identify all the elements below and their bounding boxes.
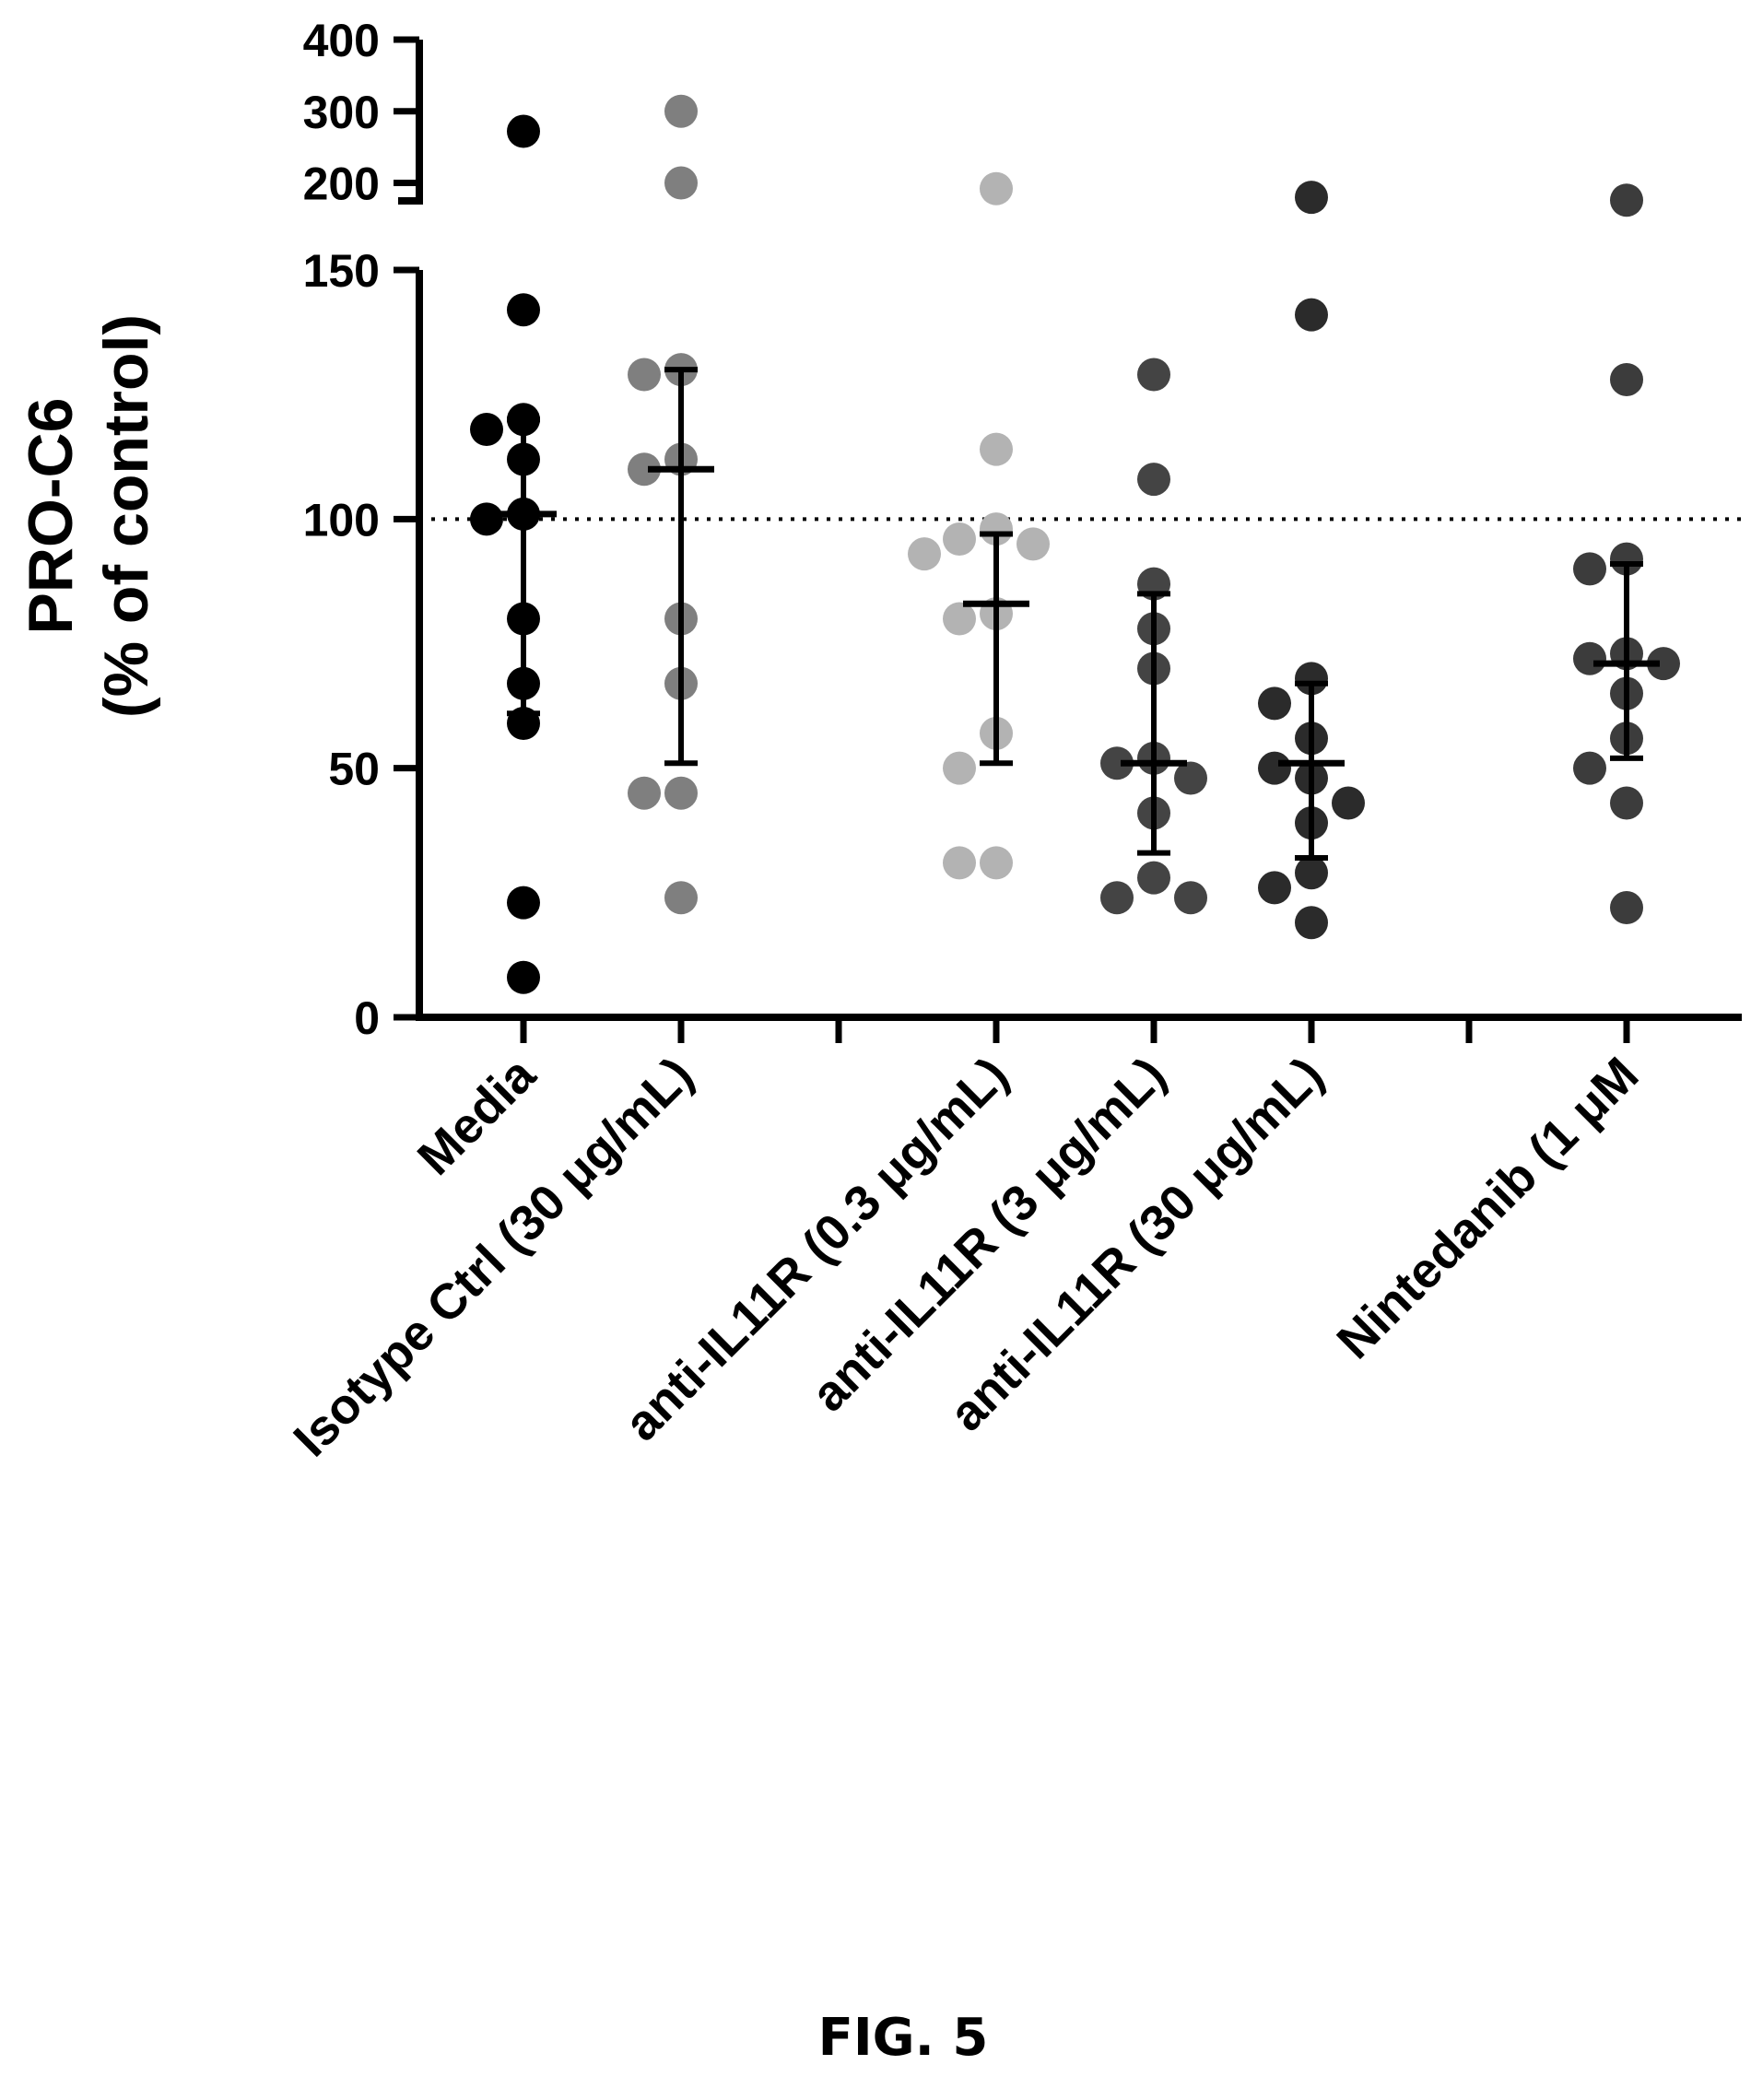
data-marks xyxy=(470,94,1680,994)
data-point xyxy=(980,512,1013,546)
data-point xyxy=(628,358,661,392)
y-tick-label: 100 xyxy=(303,494,380,546)
data-point xyxy=(1137,861,1170,895)
data-point xyxy=(470,413,503,447)
data-point xyxy=(1610,542,1643,576)
data-point xyxy=(1295,181,1328,215)
data-point xyxy=(1017,527,1050,561)
data-point xyxy=(1610,786,1643,820)
data-point xyxy=(470,502,503,536)
data-point xyxy=(1573,641,1606,675)
category-label: Nintedanib (1 μM xyxy=(1326,1047,1649,1369)
y-axis-subtitle: (% of control) xyxy=(91,314,161,718)
y-axis-label-group: PRO-C6 (% of control) xyxy=(16,314,161,718)
y-tick-label: 150 xyxy=(303,245,380,297)
data-point xyxy=(1137,463,1170,497)
data-point xyxy=(507,293,540,327)
y-axis-title: PRO-C6 xyxy=(16,398,86,635)
data-point xyxy=(664,776,698,810)
y-tick-label: 300 xyxy=(303,87,380,138)
figure-caption: FIG. 5 xyxy=(818,2008,989,2068)
data-point xyxy=(1258,751,1291,785)
data-point xyxy=(943,522,976,556)
data-point xyxy=(1258,686,1291,721)
data-point xyxy=(1573,751,1606,785)
data-point xyxy=(1610,183,1643,217)
data-point xyxy=(943,602,976,636)
data-point xyxy=(664,166,698,200)
data-point xyxy=(664,881,698,915)
data-point xyxy=(1174,881,1207,915)
data-point xyxy=(908,537,941,571)
category-label: Media xyxy=(407,1046,546,1185)
data-point xyxy=(1174,761,1207,795)
data-point xyxy=(507,960,540,994)
data-point xyxy=(1295,906,1328,940)
data-point xyxy=(943,846,976,880)
data-point xyxy=(1100,881,1134,915)
data-point xyxy=(507,886,540,920)
y-tick-label: 0 xyxy=(354,992,380,1044)
data-point xyxy=(507,114,540,148)
data-point xyxy=(1573,552,1606,586)
y-tick-label: 400 xyxy=(303,15,380,66)
data-point xyxy=(628,776,661,810)
data-point xyxy=(1647,647,1680,681)
axes: 0 50 100 150 200 300 400 xyxy=(303,15,1742,1044)
data-point xyxy=(1332,786,1365,820)
data-point xyxy=(1137,358,1170,392)
y-tick-label: 200 xyxy=(303,158,380,210)
data-point xyxy=(1295,298,1328,332)
error-bars xyxy=(490,367,1660,861)
y-tick-label: 50 xyxy=(328,744,380,795)
data-point xyxy=(1610,891,1643,925)
data-point xyxy=(628,452,661,487)
data-point xyxy=(980,432,1013,466)
data-point xyxy=(1258,871,1291,905)
data-point xyxy=(1100,746,1134,780)
data-point xyxy=(980,846,1013,880)
data-point xyxy=(1295,662,1328,696)
data-point xyxy=(1295,856,1328,890)
data-point xyxy=(943,751,976,785)
data-point xyxy=(664,94,698,128)
data-point xyxy=(1610,362,1643,396)
data-point xyxy=(980,171,1013,205)
